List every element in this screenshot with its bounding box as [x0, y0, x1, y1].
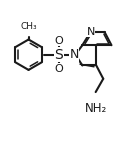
Text: CH₃: CH₃ [20, 22, 37, 31]
Text: O: O [55, 64, 63, 74]
Text: N: N [86, 27, 95, 37]
Text: N: N [70, 48, 79, 61]
Text: NH₂: NH₂ [84, 102, 107, 115]
Text: S: S [55, 48, 63, 62]
Text: O: O [55, 36, 63, 46]
